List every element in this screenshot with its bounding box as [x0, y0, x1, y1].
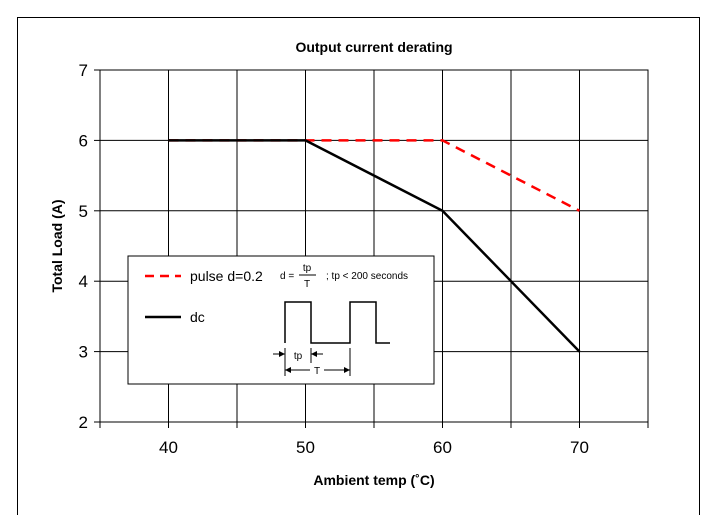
T-label-bg: [310, 363, 324, 376]
y-tick-label: 4: [79, 272, 88, 291]
diagram-T-label: T: [314, 366, 320, 377]
series-line-dc: [168, 139, 581, 353]
legend: pulse d=0.2 dc d = tp T ; tp < 200 secon…: [127, 255, 435, 385]
legend-label-dc: dc: [190, 309, 205, 325]
axis-ticks: 40 50 60 70 2 3 4 5 6 7: [79, 61, 649, 457]
T-arrowhead-left: [285, 367, 291, 373]
tp-arrowhead-right: [311, 351, 317, 357]
x-tick-label: 70: [570, 438, 589, 457]
formula-note: ; tp < 200 seconds: [326, 271, 408, 282]
x-tick-label: 40: [159, 438, 178, 457]
tp-arrowhead-left: [279, 351, 285, 357]
pulse-waveform: [284, 301, 390, 344]
y-tick-label: 5: [79, 202, 88, 221]
x-tick-label: 50: [296, 438, 315, 457]
y-tick-label: 2: [79, 413, 88, 432]
T-arrowhead-right: [344, 367, 350, 373]
y-tick-label: 6: [79, 131, 88, 150]
formula-d: d =: [280, 271, 294, 282]
diagram-tp-label: tp: [294, 351, 303, 362]
y-axis-title: Total Load (A): [49, 199, 65, 292]
y-tick-label: 7: [79, 61, 88, 80]
chart-title: Output current derating: [295, 39, 452, 55]
formula-numerator: tp: [303, 263, 312, 274]
legend-label-pulse: pulse d=0.2: [190, 268, 263, 284]
formula-denominator: T: [304, 279, 310, 290]
legend-box: [127, 255, 435, 385]
y-tick-label: 3: [79, 343, 88, 362]
series-lines: [168, 139, 581, 353]
x-tick-label: 60: [433, 438, 452, 457]
chart-frame: [17, 17, 700, 515]
x-axis-title: Ambient temp (˚C): [313, 472, 434, 488]
